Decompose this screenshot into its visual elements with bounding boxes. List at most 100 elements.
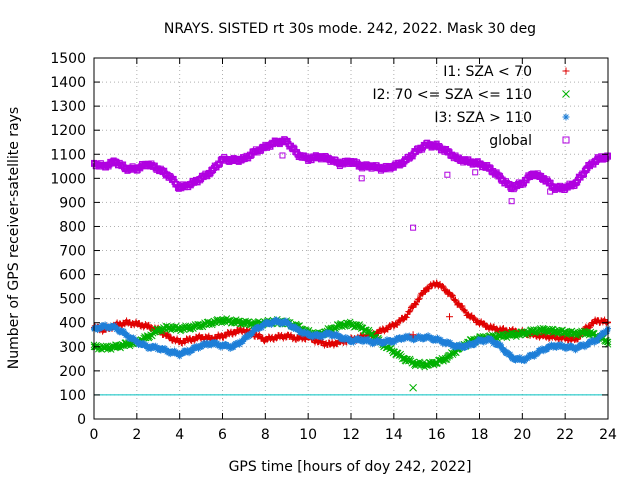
y-tick-label: 700	[59, 244, 86, 260]
data-point	[380, 338, 387, 345]
data-point	[412, 300, 419, 307]
legend: I1: SZA < 70 I2: 70 <= SZA <= 110 I3: SZA …	[372, 64, 570, 149]
data-point	[380, 326, 387, 333]
data-point	[219, 156, 226, 163]
data-point	[112, 158, 119, 165]
data-point	[262, 144, 269, 151]
data-point	[198, 175, 205, 182]
data-point	[262, 336, 269, 343]
data-point	[508, 184, 515, 191]
x-tick-label: 20	[513, 427, 531, 443]
data-point	[390, 348, 398, 355]
y-tick-label: 200	[59, 364, 86, 380]
data-point	[422, 361, 430, 369]
data-point	[176, 351, 183, 358]
axis-layer: 0 2 4 6 8 10 12 14 16 18 20 22 240100200300400500600…	[50, 51, 617, 443]
data-point	[380, 165, 387, 172]
data-point	[572, 330, 580, 337]
data-point	[240, 319, 248, 327]
data-point	[476, 319, 483, 326]
data-point	[123, 331, 130, 338]
data-point	[337, 160, 344, 167]
data-point	[197, 321, 205, 329]
y-tick-label: 1400	[50, 75, 86, 91]
data-point	[208, 319, 216, 327]
data-point	[165, 172, 172, 179]
data-point	[551, 327, 558, 335]
data-point	[294, 335, 301, 342]
data-point	[144, 160, 151, 167]
data-point	[229, 318, 237, 325]
data-point	[508, 331, 515, 339]
data-point	[415, 296, 422, 303]
data-point	[230, 329, 237, 336]
x-axis-label: GPS time [hours of doy 242, 2022]	[229, 459, 472, 475]
data-point	[562, 343, 569, 350]
data-point	[176, 338, 183, 345]
data-point	[433, 280, 440, 287]
data-point	[476, 337, 483, 344]
data-point	[294, 151, 301, 158]
data-point	[396, 318, 403, 325]
data-point	[187, 336, 194, 343]
data-point	[348, 337, 354, 344]
data-point	[439, 282, 446, 289]
data-point	[315, 153, 322, 160]
y-tick-label: 1200	[50, 123, 86, 139]
y-tick-label: 300	[59, 340, 86, 356]
outlier-point	[444, 171, 451, 178]
series-layer	[90, 136, 612, 392]
outlier-point	[409, 331, 417, 339]
data-point	[240, 156, 247, 163]
x-tick-label: 22	[556, 427, 574, 443]
outlier-point	[358, 175, 365, 182]
data-point	[198, 334, 205, 341]
outlier-point	[472, 169, 479, 176]
data-point	[123, 165, 130, 172]
data-point	[230, 157, 237, 164]
data-point	[101, 323, 108, 330]
data-point	[497, 175, 504, 182]
data-point	[422, 286, 429, 293]
data-point	[133, 320, 140, 327]
data-point	[101, 163, 108, 170]
data-point	[155, 165, 162, 172]
data-point	[497, 332, 505, 340]
data-point	[369, 163, 376, 170]
data-point	[273, 139, 280, 146]
data-point	[433, 336, 440, 343]
y-tick-label: 600	[59, 268, 86, 284]
data-point	[283, 138, 290, 145]
data-point	[583, 165, 590, 172]
x-tick-label: 2	[132, 427, 141, 443]
data-point	[133, 165, 140, 172]
x-tick-label: 0	[90, 427, 99, 443]
data-point	[283, 319, 290, 326]
x-tick-label: 4	[175, 427, 184, 443]
y-tick-label: 900	[59, 195, 86, 211]
data-point	[101, 344, 109, 352]
data-point	[551, 184, 558, 191]
data-point	[497, 326, 504, 333]
data-point	[144, 323, 151, 330]
data-point	[358, 336, 365, 343]
data-point	[347, 320, 355, 328]
data-point	[358, 324, 366, 331]
data-point	[358, 163, 365, 170]
data-point	[419, 291, 426, 298]
data-point	[572, 180, 579, 187]
data-point	[191, 337, 198, 344]
outlier-point	[446, 313, 454, 321]
outlier-point	[279, 152, 286, 159]
data-point	[165, 348, 172, 355]
data-point	[315, 332, 322, 339]
outlier-point	[547, 188, 554, 195]
data-point	[348, 158, 354, 165]
y-tick-label: 800	[59, 219, 86, 235]
data-point	[422, 334, 429, 341]
data-point	[305, 331, 312, 338]
y-tick-label: 0	[77, 412, 86, 428]
data-point	[240, 336, 247, 343]
data-point	[337, 334, 344, 341]
data-point	[165, 324, 173, 331]
